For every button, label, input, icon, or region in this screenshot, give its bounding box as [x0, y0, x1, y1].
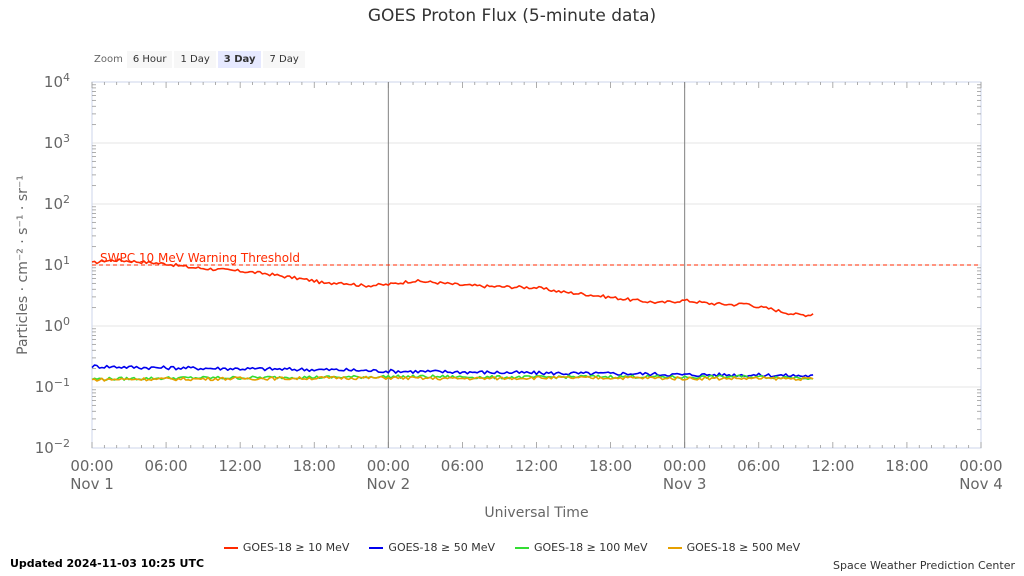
legend-swatch-10mev: [223, 546, 238, 549]
x-tick-date-label: Nov 1: [70, 475, 114, 493]
series-line-500mev: [91, 375, 814, 382]
x-tick-label: 18:00: [293, 457, 336, 475]
series-line-100mev: [91, 374, 814, 382]
y-axis-title: Particles · cm⁻² · s⁻¹ · sr⁻¹: [15, 175, 31, 355]
x-tick-label: 00:00: [70, 457, 113, 475]
x-tick-date-label: Nov 3: [663, 475, 707, 493]
zoom-3-day-button[interactable]: 3 Day: [217, 51, 262, 68]
legend-label-50mev: GOES-18 ≥ 50 MeV: [388, 541, 495, 554]
legend-item-500mev[interactable]: GOES-18 ≥ 500 MeV: [667, 541, 801, 554]
legend-item-10mev[interactable]: GOES-18 ≥ 10 MeV: [223, 541, 350, 554]
y-tick-label: 100: [44, 315, 70, 335]
x-tick-label: 18:00: [885, 457, 928, 475]
legend-label-100mev: GOES-18 ≥ 100 MeV: [534, 541, 648, 554]
x-tick-label: 18:00: [589, 457, 632, 475]
legend: GOES-18 ≥ 10 MeV GOES-18 ≥ 50 MeV GOES-1…: [0, 541, 1024, 554]
warning-threshold-label: SWPC 10 MeV Warning Threshold: [100, 251, 300, 265]
y-tick-label: 10−2: [35, 437, 70, 457]
updated-timestamp: Updated 2024-11-03 10:25 UTC: [10, 557, 205, 570]
legend-item-50mev[interactable]: GOES-18 ≥ 50 MeV: [369, 541, 495, 554]
legend-item-100mev[interactable]: GOES-18 ≥ 100 MeV: [515, 541, 648, 554]
y-tick-label: 104: [44, 71, 70, 91]
x-tick-label: 12:00: [515, 457, 558, 475]
zoom-7-day-button[interactable]: 7 Day: [263, 51, 305, 68]
x-tick-label: 00:00: [367, 457, 410, 475]
chart-title: GOES Proton Flux (5-minute data): [367, 6, 657, 26]
credit-label: Space Weather Prediction Center: [833, 559, 1015, 572]
x-tick-date-label: Nov 2: [367, 475, 411, 493]
x-axis-title: Universal Time: [484, 505, 588, 521]
x-tick-date-label: Nov 4: [959, 475, 1003, 493]
x-tick-label: 00:00: [663, 457, 706, 475]
zoom-1-day-button[interactable]: 1 Day: [174, 51, 216, 68]
y-tick-label: 103: [44, 132, 70, 152]
zoom-6-hour-button[interactable]: 6 Hour: [126, 51, 173, 68]
legend-swatch-100mev: [515, 546, 529, 549]
legend-label-500mev: GOES-18 ≥ 500 MeV: [686, 541, 801, 554]
x-tick-label: 12:00: [219, 457, 262, 475]
y-tick-label: 101: [44, 254, 70, 274]
zoom-bar: Zoom 6 Hour 1 Day 3 Day 7 Day: [92, 50, 307, 69]
x-tick-label: 06:00: [441, 457, 484, 475]
legend-swatch-500mev: [667, 546, 682, 549]
zoom-label: Zoom: [94, 54, 123, 65]
x-tick-label: 00:00: [959, 457, 1002, 475]
y-tick-label: 10−1: [35, 376, 70, 396]
x-tick-label: 06:00: [737, 457, 780, 475]
x-tick-label: 12:00: [811, 457, 854, 475]
series-line-50mev: [91, 364, 814, 378]
x-tick-label: 06:00: [144, 457, 187, 475]
legend-label-10mev: GOES-18 ≥ 10 MeV: [242, 541, 350, 554]
legend-swatch-50mev: [369, 546, 384, 549]
y-tick-label: 102: [44, 193, 70, 213]
series-line-10mev: [91, 258, 814, 318]
